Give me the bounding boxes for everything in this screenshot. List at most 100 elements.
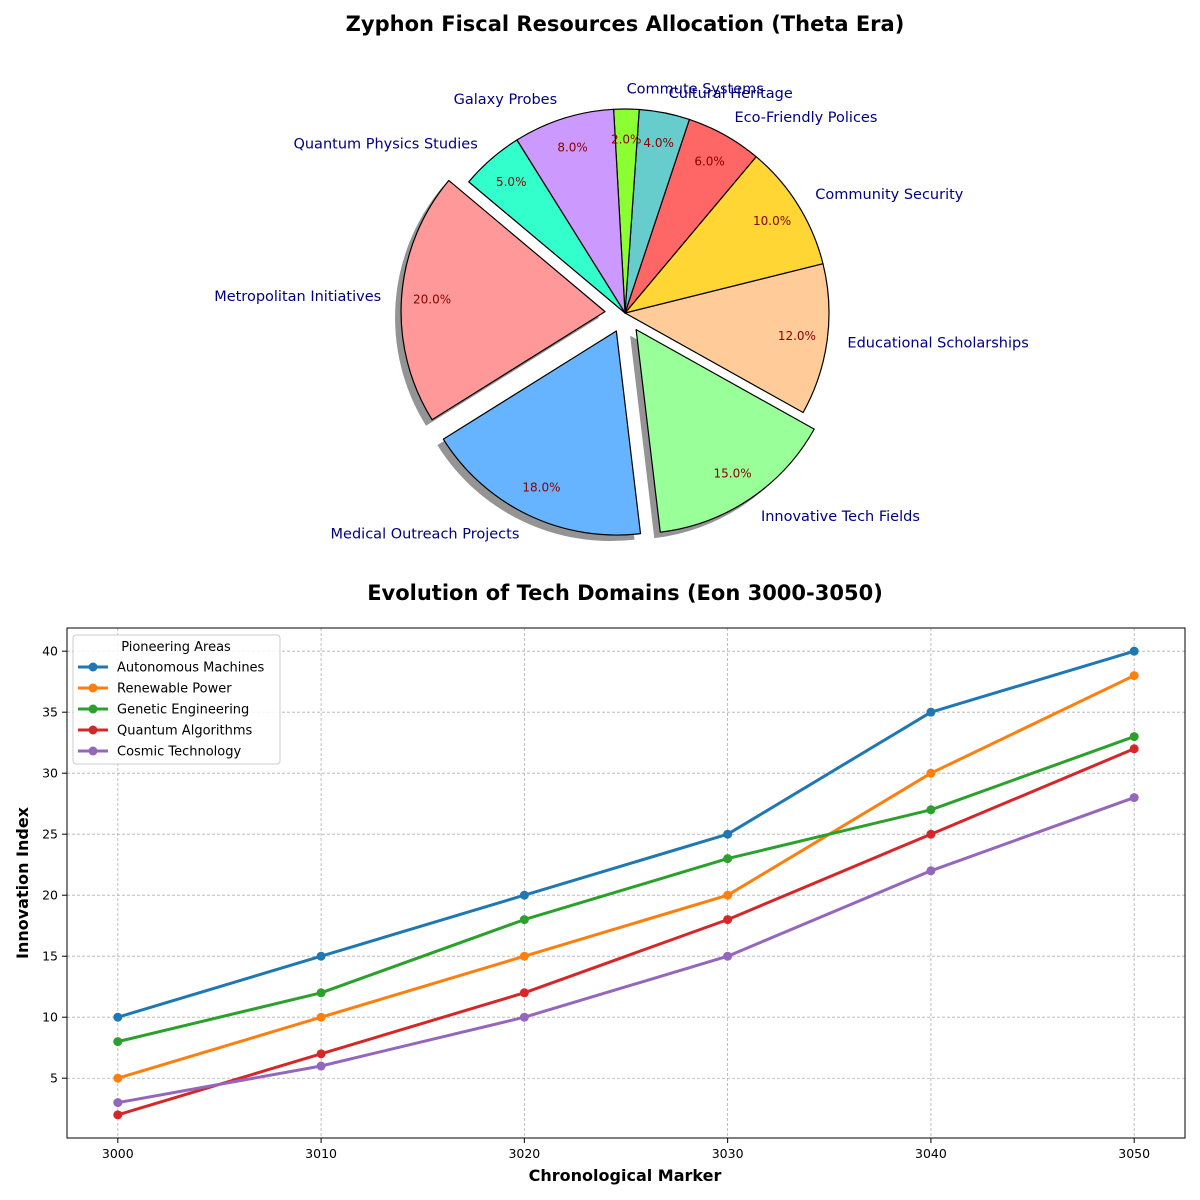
line-ticks: 3000 3010 3020 3030 3040 3050 5 10 15 20 25 30 35 40: [42, 644, 1150, 1161]
legend-box: [72, 634, 281, 765]
legend-entry-genetic-engineering: Genetic Engineering: [78, 703, 249, 718]
pie-slice-metropolitan-initiatives: [400, 179, 606, 421]
legend-title: Pioneering Areas: [121, 640, 231, 655]
pie-pct-label-educational-scholarships: 12.0%: [778, 329, 816, 343]
series-cosmic-technology: [113, 793, 1139, 1108]
pie-pct-label-metropolitan-initiatives: 20.0%: [413, 293, 451, 307]
plot-frame: [66, 627, 1186, 1139]
legend-label: Autonomous Machines: [117, 661, 265, 676]
legend-entry-quantum-algorithms: Quantum Algorithms: [78, 724, 252, 739]
pie-label-cultural-heritage: Cultural Heritage: [669, 86, 793, 102]
pie-labels: 20.0% Metropolitan Initiatives 18.0% Medica…: [214, 82, 1029, 543]
legend: Pioneering Areas Autonomous Machines Rene…: [72, 634, 281, 765]
x-axis-label: Chronological Marker: [529, 1166, 722, 1185]
pie-slice-quantum-physics-studies: [468, 139, 626, 314]
data-point-cosmic-technology: [113, 1098, 123, 1108]
pie-chart: Zyphon Fiscal Resources Allocation (Thet…: [214, 12, 1029, 542]
legend-label: Genetic Engineering: [117, 703, 249, 718]
y-tick-label: 10: [42, 1010, 58, 1025]
legend-entry-autonomous-machines: Autonomous Machines: [78, 661, 265, 676]
data-point-genetic-engineering: [519, 915, 529, 925]
pie-pct-label-eco-friendly-polices: 6.0%: [694, 155, 725, 169]
data-point-genetic-engineering: [1129, 732, 1139, 742]
data-point-renewable-power: [519, 951, 529, 961]
pie-label-commute-systems: Commute Systems: [627, 82, 764, 98]
x-tick-label: 3010: [305, 1146, 337, 1161]
data-point-cosmic-technology: [519, 1012, 529, 1022]
data-point-autonomous-machines: [316, 951, 326, 961]
legend-swatch-marker: [88, 704, 98, 714]
y-tick-label: 30: [42, 766, 58, 781]
pie-pct-label-medical-outreach-projects: 18.0%: [522, 480, 560, 494]
y-tick-label: 20: [42, 888, 58, 903]
legend-swatch-marker: [88, 725, 98, 735]
y-tick-label: 25: [42, 827, 58, 842]
pie-chart-title: Zyphon Fiscal Resources Allocation (Thet…: [346, 12, 905, 36]
series-line-quantum-algorithms: [116, 747, 1136, 1117]
legend-swatch-marker: [88, 662, 98, 672]
pie-label-educational-scholarships: Educational Scholarships: [847, 336, 1028, 352]
x-tick-label: 3050: [1118, 1146, 1150, 1161]
legend-label: Cosmic Technology: [117, 745, 241, 760]
legend-label: Quantum Algorithms: [117, 724, 252, 739]
series-line-autonomous-machines: [116, 649, 1136, 1019]
data-point-quantum-algorithms: [723, 915, 733, 925]
data-point-quantum-algorithms: [113, 1110, 123, 1120]
pie-label-quantum-physics-studies: Quantum Physics Studies: [293, 137, 477, 153]
pie-slice-galaxy-probes: [516, 108, 626, 314]
data-point-quantum-algorithms: [519, 988, 529, 998]
series-quantum-algorithms: [113, 744, 1139, 1120]
pie-label-innovative-tech-fields: Innovative Tech Fields: [761, 509, 920, 525]
legend-entries: Autonomous Machines Renewable Power Geneti…: [78, 661, 265, 760]
legend-label: Renewable Power: [117, 682, 232, 697]
pie-slice-medical-outreach-projects: [442, 330, 642, 536]
pie-label-eco-friendly-polices: Eco-Friendly Polices: [734, 110, 877, 126]
series-genetic-engineering: [113, 732, 1139, 1047]
legend-entry-renewable-power: Renewable Power: [78, 682, 232, 697]
data-point-renewable-power: [113, 1073, 123, 1083]
data-point-autonomous-machines: [1129, 646, 1139, 656]
data-point-quantum-algorithms: [926, 829, 936, 839]
data-point-quantum-algorithms: [1129, 744, 1139, 754]
series-line-cosmic-technology: [116, 796, 1136, 1105]
data-point-cosmic-technology: [926, 866, 936, 876]
legend-swatch-marker: [88, 683, 98, 693]
data-point-autonomous-machines: [113, 1012, 123, 1022]
y-tick-label: 5: [50, 1071, 58, 1086]
pie-pct-label-innovative-tech-fields: 15.0%: [714, 467, 752, 481]
data-point-renewable-power: [1129, 671, 1139, 681]
pie-pct-label-commute-systems: 2.0%: [611, 133, 642, 147]
y-tick-label: 35: [42, 705, 58, 720]
pie-pct-label-galaxy-probes: 8.0%: [557, 141, 588, 155]
pie-slices: [400, 108, 830, 536]
data-point-genetic-engineering: [113, 1037, 123, 1047]
pie-label-galaxy-probes: Galaxy Probes: [454, 92, 558, 108]
data-point-genetic-engineering: [316, 988, 326, 998]
data-point-genetic-engineering: [723, 854, 733, 864]
line-series: [113, 646, 1139, 1120]
x-tick-label: 3030: [712, 1146, 744, 1161]
x-tick-label: 3000: [102, 1146, 134, 1161]
pie-slice-innovative-tech-fields: [635, 329, 815, 533]
series-autonomous-machines: [113, 646, 1139, 1022]
data-point-quantum-algorithms: [316, 1049, 326, 1059]
data-point-autonomous-machines: [519, 890, 529, 900]
y-axis-label: Innovation Index: [13, 806, 32, 959]
data-point-renewable-power: [316, 1012, 326, 1022]
data-point-cosmic-technology: [723, 951, 733, 961]
legend-swatch-marker: [88, 746, 98, 756]
x-tick-label: 3020: [508, 1146, 540, 1161]
series-renewable-power: [113, 671, 1139, 1083]
y-tick-label: 15: [42, 949, 58, 964]
data-point-cosmic-technology: [1129, 793, 1139, 803]
legend-entry-cosmic-technology: Cosmic Technology: [78, 745, 241, 760]
data-point-cosmic-technology: [316, 1061, 326, 1071]
pie-pct-label-cultural-heritage: 4.0%: [643, 136, 674, 150]
data-point-renewable-power: [926, 768, 936, 778]
pie-label-community-security: Community Security: [815, 187, 963, 203]
pie-label-medical-outreach-projects: Medical Outreach Projects: [331, 526, 520, 542]
series-line-genetic-engineering: [116, 735, 1136, 1044]
pie-label-metropolitan-initiatives: Metropolitan Initiatives: [214, 289, 381, 305]
pie-pct-label-community-security: 10.0%: [753, 214, 791, 228]
